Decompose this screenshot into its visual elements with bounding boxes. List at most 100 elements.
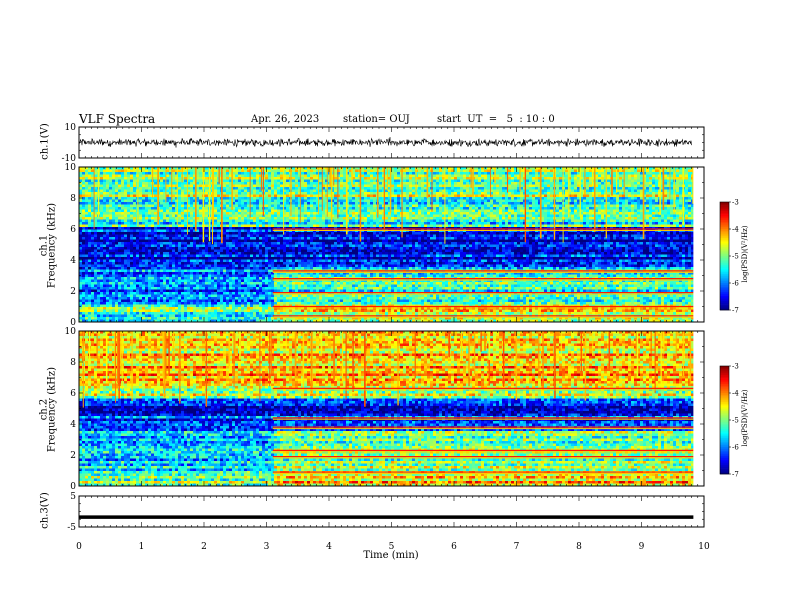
- spectrogram-cell: [472, 220, 475, 223]
- spectrogram-cell: [607, 190, 610, 193]
- spectrogram-cell: [514, 210, 517, 213]
- spectrogram-cell: [334, 177, 337, 180]
- spectrogram-cell: [463, 217, 466, 220]
- spectrogram-cell: [214, 210, 217, 213]
- spectrogram-cell: [253, 170, 256, 173]
- spectrogram-cell: [562, 177, 565, 180]
- spectrogram-cell: [301, 222, 304, 225]
- spectrogram-cell: [160, 212, 163, 215]
- spectrogram-cell: [304, 217, 307, 220]
- spectrogram-cell: [571, 220, 574, 223]
- spectrogram-cell: [457, 205, 460, 208]
- spectrogram-cell: [301, 205, 304, 208]
- spectrogram-cell: [490, 207, 493, 210]
- spectrogram-cell: [121, 207, 124, 210]
- spectrogram-cell: [544, 180, 547, 183]
- spectrogram-cell: [313, 187, 316, 190]
- spectrogram-cell: [418, 197, 421, 200]
- spectrogram-cell: [421, 190, 424, 193]
- spectrogram-cell: [679, 190, 682, 193]
- spectrogram-cell: [556, 187, 559, 190]
- spectrogram-cell: [82, 180, 85, 183]
- spectrogram-cell: [445, 187, 448, 190]
- spectrogram-cell: [661, 217, 664, 220]
- spectrogram-cell: [145, 222, 148, 225]
- spectrogram-cell: [295, 192, 298, 195]
- spectrogram-cell: [520, 220, 523, 223]
- spectrogram-cell: [412, 205, 415, 208]
- spectrogram-cell: [493, 202, 496, 205]
- spectrogram-cell: [367, 197, 370, 200]
- spectrogram-cell: [88, 172, 91, 175]
- spectrogram-cell: [433, 187, 436, 190]
- spectrogram-cell: [571, 180, 574, 183]
- spectrogram-cell: [181, 225, 184, 228]
- spectrogram-cell: [439, 202, 442, 205]
- spectrogram-cell: [373, 215, 376, 218]
- spectrogram-cell: [637, 200, 640, 203]
- spectrogram-cell: [190, 192, 193, 195]
- spectrogram-cell: [190, 222, 193, 225]
- spectrogram-cell: [118, 200, 121, 203]
- spectrogram-cell: [130, 192, 133, 195]
- spectrogram-cell: [223, 180, 226, 183]
- spectrogram-cell: [688, 197, 691, 200]
- spectrogram-cell: [82, 185, 85, 188]
- spectrogram-cell: [361, 190, 364, 193]
- spectrogram-cell: [172, 210, 175, 213]
- spectrogram-cell: [334, 192, 337, 195]
- spectrogram-cell: [154, 220, 157, 223]
- spectrogram-cell: [244, 172, 247, 175]
- spectrogram-cell: [418, 187, 421, 190]
- spectrogram-cell: [559, 215, 562, 218]
- spectrogram-cell: [103, 212, 106, 215]
- spectrogram-cell: [640, 210, 643, 213]
- spectrogram-cell: [478, 205, 481, 208]
- spectrogram-cell: [481, 200, 484, 203]
- spectrogram-cell: [166, 170, 169, 173]
- spectrogram-cell: [292, 210, 295, 213]
- spectrogram-cell: [139, 192, 142, 195]
- spectrogram-cell: [205, 205, 208, 208]
- spectrogram-cell: [82, 225, 85, 228]
- spectrogram-cell: [439, 197, 442, 200]
- spectrogram-cell: [466, 195, 469, 198]
- spectrogram-cell: [268, 215, 271, 218]
- spectrogram-cell: [370, 205, 373, 208]
- spectrogram-cell: [529, 200, 532, 203]
- spectrogram-cell: [109, 210, 112, 213]
- spectrogram-cell: [565, 200, 568, 203]
- spectrogram-cell: [601, 192, 604, 195]
- spectrogram-cell: [403, 222, 406, 225]
- spectrogram-cell: [460, 220, 463, 223]
- spectrogram-cell: [601, 197, 604, 200]
- spectrogram-cell: [481, 202, 484, 205]
- spectrogram-cell: [340, 220, 343, 223]
- spectrogram-cell: [343, 202, 346, 205]
- spectrogram-cell: [406, 190, 409, 193]
- spectrogram-cell: [511, 197, 514, 200]
- spectrogram-cell: [610, 220, 613, 223]
- spectrogram-cell: [532, 172, 535, 175]
- spectrogram-cell: [505, 195, 508, 198]
- spectrogram-cell: [484, 175, 487, 178]
- spectrogram-cell: [328, 190, 331, 193]
- spectrogram-cell: [439, 222, 442, 225]
- spectrogram-cell: [607, 220, 610, 223]
- spectrogram-cell: [217, 225, 220, 228]
- spectrogram-cell: [412, 202, 415, 205]
- spectrogram-cell: [361, 195, 364, 198]
- spectrogram-cell: [448, 200, 451, 203]
- spectrogram-cell: [589, 195, 592, 198]
- spectrogram-cell: [475, 217, 478, 220]
- spectrogram-cell: [463, 177, 466, 180]
- spectrogram-cell: [487, 195, 490, 198]
- spectrogram-cell: [436, 215, 439, 218]
- spectrogram-cell: [133, 192, 136, 195]
- spectrogram-cell: [433, 212, 436, 215]
- spectrogram-cell: [580, 220, 583, 223]
- spectrogram-cell: [646, 222, 649, 225]
- spectrogram-cell: [433, 207, 436, 210]
- spectrogram-cell: [361, 182, 364, 185]
- spectrogram-cell: [688, 217, 691, 220]
